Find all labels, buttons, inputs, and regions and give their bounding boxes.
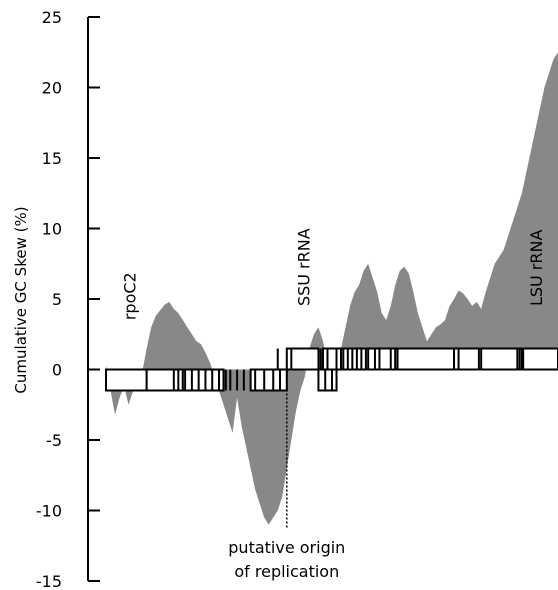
y-tick-label-4: 5 <box>52 290 62 309</box>
gene-box-top-3 <box>394 347 456 371</box>
gene-box-top-0 <box>285 347 320 371</box>
gene-box-top-4 <box>453 347 523 371</box>
y-tick-label-0: -15 <box>36 572 62 590</box>
annotation-3: putative origin <box>228 538 345 557</box>
y-tick-label-6: 15 <box>42 149 62 168</box>
gene-box-top-5 <box>520 347 558 371</box>
gene-tracks <box>105 347 558 392</box>
y-tick-label-1: -10 <box>36 502 62 521</box>
y-tick-label-3: 0 <box>52 361 62 380</box>
annotation-1: SSU rRNA <box>294 228 313 306</box>
y-tick-label-5: 10 <box>42 220 62 239</box>
y-tick-label-2: -5 <box>46 431 62 450</box>
gene-box-top-1 <box>321 347 343 371</box>
annotation-2: LSU rRNA <box>527 230 546 307</box>
gene-box-bottom-4 <box>317 368 338 392</box>
gene-box-bottom-0 <box>105 368 148 392</box>
annotations: rpoC2 SSU rRNA LSU rRNA putative origin of r… <box>120 228 546 580</box>
plot-area <box>106 52 558 525</box>
skew-area-series-0 <box>106 52 558 525</box>
y-tick-label-8: 25 <box>42 8 62 27</box>
y-axis: -15 -10 -5 0 5 10 15 20 25 <box>36 8 100 590</box>
gene-box-bottom-3 <box>249 368 288 392</box>
y-tick-label-7: 20 <box>42 79 62 98</box>
annotation-0: rpoC2 <box>120 272 139 320</box>
annotation-4: of replication <box>234 562 339 581</box>
gene-box-bottom-2 <box>181 368 225 392</box>
y-axis-label: Cumulative GC Skew (%) <box>12 206 30 393</box>
